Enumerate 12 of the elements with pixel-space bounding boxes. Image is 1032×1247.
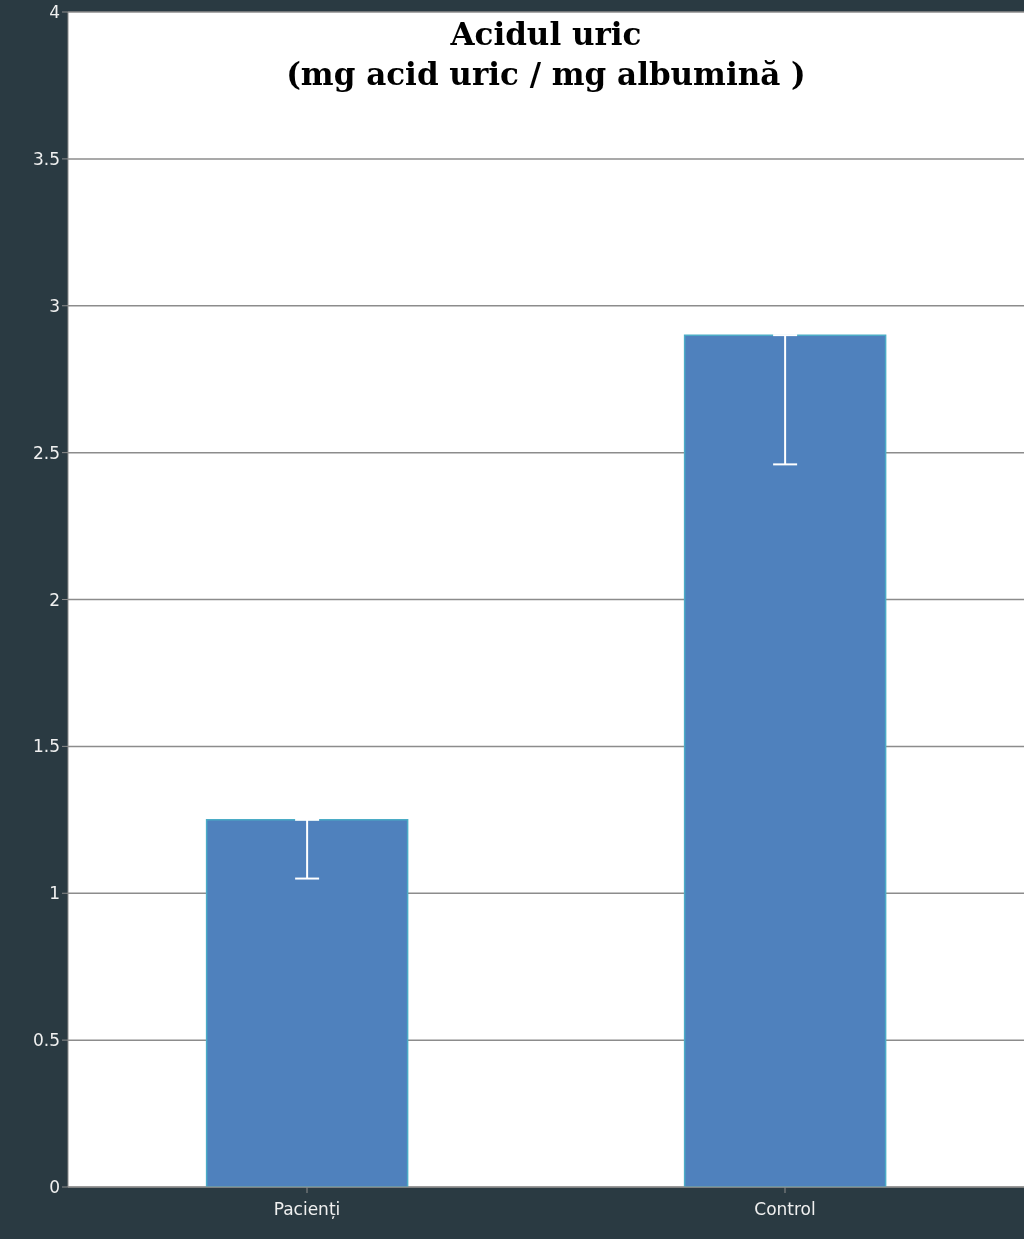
y-tick-label: 3 bbox=[49, 295, 60, 316]
y-tick-label: 1.5 bbox=[32, 736, 60, 757]
y-tick-label: 4 bbox=[49, 2, 60, 23]
y-tick-label: 1 bbox=[49, 883, 60, 904]
y-tick-label: 0.5 bbox=[32, 1030, 60, 1051]
x-tick-label: Pacienți bbox=[273, 1199, 341, 1220]
text: Acidul uric (mg acid uric / mg albumină ) bbox=[285, 15, 807, 94]
y-tick-label: 3.5 bbox=[32, 148, 60, 169]
x-tick-label: Control bbox=[754, 1199, 816, 1220]
y-tick-label: 2 bbox=[49, 589, 60, 610]
y-tick-label: 2.5 bbox=[32, 442, 60, 463]
y-tick-label: 0 bbox=[49, 1177, 60, 1198]
